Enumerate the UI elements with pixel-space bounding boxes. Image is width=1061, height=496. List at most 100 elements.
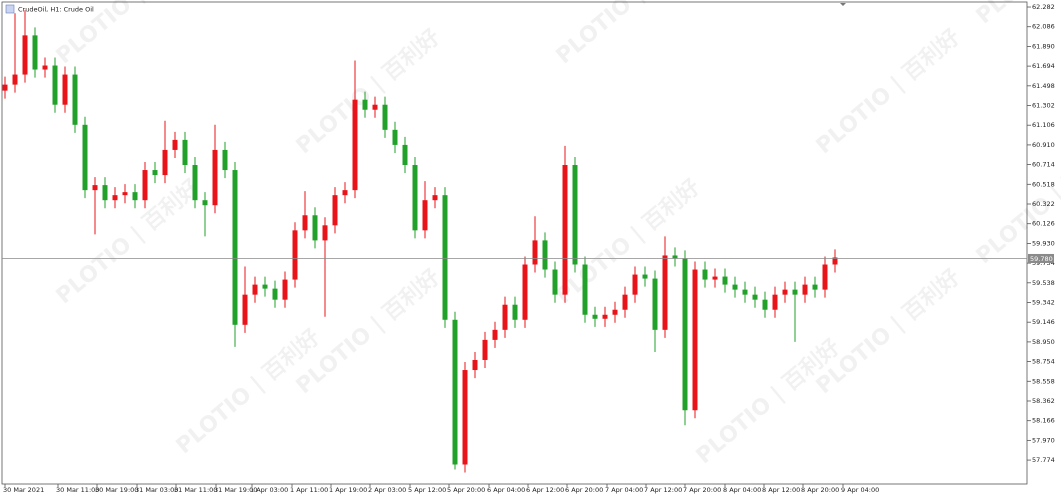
- candle-body: [512, 304, 518, 320]
- candle-body: [682, 258, 688, 411]
- y-tick-label: 58.754: [1032, 358, 1055, 366]
- candle-body: [402, 144, 408, 166]
- candle-body: [82, 124, 88, 191]
- candle-body: [462, 370, 468, 465]
- candle-body: [202, 200, 208, 206]
- candle-body: [152, 170, 158, 176]
- y-tick-label: 59.146: [1032, 318, 1055, 326]
- candle-body: [262, 284, 268, 289]
- y-tick-label: 58.166: [1032, 417, 1055, 425]
- y-tick-label: 60.126: [1032, 220, 1055, 228]
- y-tick-label: 60.322: [1032, 200, 1055, 208]
- plot-frame: [1, 1, 1028, 485]
- candle-body: [132, 192, 138, 201]
- candle-body: [22, 35, 28, 75]
- candle-body: [732, 284, 738, 290]
- candle-body: [782, 289, 788, 295]
- candle-body: [772, 294, 778, 310]
- candle-body: [592, 314, 598, 319]
- candle-body: [472, 359, 478, 371]
- candle-body: [542, 240, 548, 270]
- y-tick-label: 61.694: [1032, 62, 1055, 70]
- candle-body: [42, 65, 48, 70]
- candle-body: [632, 274, 638, 295]
- candle-body: [162, 149, 168, 176]
- y-tick-label: 60.518: [1032, 180, 1055, 188]
- x-tick-label: 30 Mar 11:00: [56, 486, 99, 494]
- candle-body: [582, 264, 588, 315]
- candle-body: [552, 269, 558, 295]
- candle-body: [2, 84, 8, 91]
- candle-body: [292, 230, 298, 280]
- x-tick-label: 7 Apr 04:00: [605, 486, 643, 494]
- candle-body: [672, 255, 678, 259]
- last-price-box: [1028, 253, 1054, 263]
- y-tick-label: 62.282: [1032, 3, 1055, 11]
- candle-body: [742, 289, 748, 295]
- candle-body: [652, 278, 658, 330]
- y-tick-label: 59.930: [1032, 239, 1055, 247]
- candle-body: [332, 195, 338, 226]
- y-tick-label: 61.890: [1032, 42, 1055, 50]
- candle-body: [412, 165, 418, 231]
- candle-body: [482, 339, 488, 360]
- x-tick-label: 6 Apr 20:00: [565, 486, 603, 494]
- y-tick-label: 61.302: [1032, 102, 1055, 110]
- candle-body: [92, 185, 98, 191]
- candle-body: [612, 309, 618, 315]
- y-tick-label: 59.538: [1032, 279, 1055, 287]
- shift-marker: [840, 3, 846, 6]
- candle-body: [222, 149, 228, 171]
- candle-body: [182, 139, 188, 166]
- x-tick-label: 31 Mar 19:00: [214, 486, 257, 494]
- candle-body: [342, 190, 348, 196]
- y-tick-label: 58.362: [1032, 397, 1055, 405]
- y-tick-label: 58.950: [1032, 338, 1055, 346]
- candle-body: [282, 279, 288, 300]
- x-tick-label: 30 Mar 2021: [3, 486, 44, 494]
- candle-body: [352, 99, 358, 191]
- candle-body: [692, 269, 698, 411]
- candle-body: [212, 149, 218, 206]
- candle-body: [792, 289, 798, 295]
- candle-body: [502, 304, 508, 330]
- candle-body: [812, 284, 818, 290]
- candle-body: [822, 264, 828, 290]
- candle-body: [752, 294, 758, 300]
- y-tick-label: 57.970: [1032, 436, 1055, 444]
- x-tick-label: 30 Mar 19:00: [95, 486, 138, 494]
- candle-body: [452, 319, 458, 465]
- candle-body: [442, 195, 448, 320]
- candle-body: [172, 139, 178, 150]
- candle-body: [572, 165, 578, 265]
- x-tick-label: 5 Apr 12:00: [408, 486, 446, 494]
- x-tick-label: 9 Apr 04:00: [841, 486, 879, 494]
- candle-body: [802, 284, 808, 295]
- y-tick-label: 61.498: [1032, 82, 1055, 90]
- x-tick-label: 8 Apr 04:00: [723, 486, 761, 494]
- candle-body: [392, 129, 398, 145]
- candle-body: [662, 255, 668, 330]
- candle-body: [602, 314, 608, 319]
- x-tick-label: 6 Apr 12:00: [526, 486, 564, 494]
- x-tick-label: 7 Apr 12:00: [644, 486, 682, 494]
- candle-body: [702, 269, 708, 280]
- x-tick-label: 8 Apr 12:00: [762, 486, 800, 494]
- candle-body: [642, 274, 648, 279]
- candle-body: [712, 276, 718, 280]
- candle-body: [422, 200, 428, 231]
- candle-body: [272, 288, 278, 300]
- candle-body: [72, 74, 78, 125]
- y-tick-label: 58.558: [1032, 377, 1055, 385]
- candle-body: [232, 170, 238, 325]
- x-tick-label: 1 Apr 19:00: [329, 486, 367, 494]
- y-tick-label: 59.342: [1032, 298, 1055, 306]
- y-tick-label: 60.714: [1032, 161, 1055, 169]
- x-tick-label: 31 Mar 03:00: [135, 486, 178, 494]
- candle-body: [372, 104, 378, 110]
- candle-body: [322, 225, 328, 241]
- x-tick-label: 6 Apr 04:00: [487, 486, 525, 494]
- candle-body: [722, 276, 728, 285]
- chart-icon: [5, 4, 15, 14]
